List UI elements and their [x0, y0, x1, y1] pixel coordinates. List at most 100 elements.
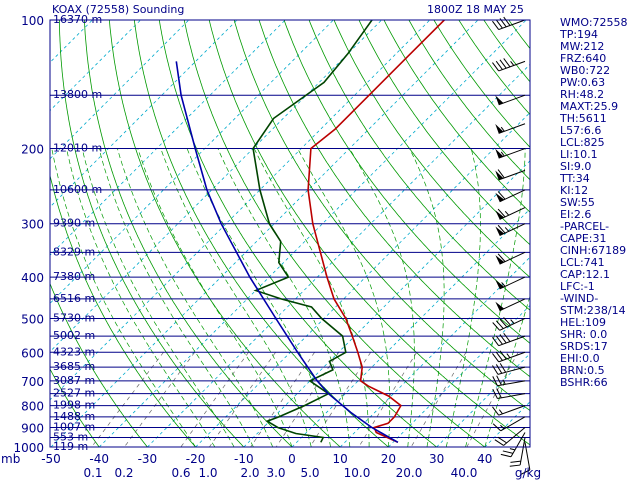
index-line: BRN:0.5 — [560, 364, 605, 377]
temperature-tick-label: 30 — [429, 452, 444, 466]
height-label: 553 m — [53, 430, 88, 443]
y-unit-label: mb — [1, 452, 20, 466]
isotherm-line — [98, 20, 527, 447]
pressure-tick-label: 200 — [21, 143, 44, 157]
index-line: SW:55 — [560, 196, 595, 209]
index-line: TP:194 — [560, 28, 599, 41]
height-label: 12010 m — [53, 142, 102, 155]
wind-barb — [492, 317, 526, 331]
wind-barb — [492, 388, 526, 400]
mixing-ratio-label: 40.0 — [451, 466, 478, 480]
wind-barb — [492, 375, 526, 387]
temperature-tick-label: -20 — [186, 452, 206, 466]
wind-barb — [492, 405, 526, 416]
pressure-tick-label: 100 — [21, 14, 44, 28]
index-line: HEL:109 — [560, 316, 607, 329]
pressure-tick-label: 800 — [21, 400, 44, 414]
isotherm-line — [50, 20, 334, 304]
wind-barb — [495, 189, 526, 203]
temperature-trace — [307, 20, 445, 444]
index-line: CAPE:31 — [560, 232, 607, 245]
index-line: MW:212 — [560, 40, 605, 53]
index-line: SI:9.0 — [560, 160, 592, 173]
height-label: 1007 m — [53, 420, 95, 433]
wind-barb — [495, 298, 526, 312]
isotherm-line — [50, 20, 479, 447]
wind-barb — [492, 363, 526, 375]
index-line: -PARCEL- — [560, 220, 610, 233]
index-line: LCL:825 — [560, 136, 605, 149]
index-line: MAXT:25.9 — [560, 100, 619, 113]
wind-barb — [495, 223, 526, 237]
isotherm-line — [50, 20, 431, 401]
wind-barb — [492, 332, 526, 347]
height-label: 9390 m — [53, 217, 95, 230]
isotherm-line — [243, 160, 530, 447]
pressure-tick-label: 900 — [21, 421, 44, 435]
wind-barb — [494, 427, 526, 446]
isotherm-line — [291, 208, 530, 447]
pressure-tick-label: 300 — [21, 218, 44, 232]
moist-adiabat-line — [253, 148, 370, 447]
height-label: 2527 m — [53, 387, 95, 400]
temperature-tick-label: -40 — [89, 452, 109, 466]
pressure-tick-label: 700 — [21, 375, 44, 389]
index-line: LCL:741 — [560, 256, 605, 269]
mixing-ratio-label: 2.0 — [240, 466, 259, 480]
wind-barb — [509, 437, 526, 467]
index-line: LI:10.1 — [560, 148, 598, 161]
wind-barb — [495, 251, 526, 265]
height-label: 1488 m — [53, 410, 95, 423]
index-line: LFC:-1 — [560, 280, 595, 293]
pressure-tick-label: 500 — [21, 312, 44, 326]
mixing-ratio-line — [358, 352, 417, 447]
height-label: 16370 m — [53, 13, 102, 26]
height-label: 3087 m — [53, 374, 95, 387]
height-label: 4323 m — [53, 345, 95, 358]
mixing-ratio-label: 10.0 — [344, 466, 371, 480]
index-line: RH:48.2 — [560, 88, 605, 101]
pressure-tick-label: 400 — [21, 271, 44, 285]
isotherm-line — [50, 20, 382, 353]
parcel-trace — [175, 61, 399, 443]
moist-adiabat-line — [160, 148, 312, 447]
index-line: STM:238/14 — [560, 304, 626, 317]
wind-barb — [495, 207, 526, 220]
wind-barb — [495, 276, 526, 290]
wind-barb — [492, 416, 526, 432]
height-label: 10600 m — [53, 183, 102, 196]
wind-barb — [495, 123, 526, 134]
height-label: 5002 m — [53, 329, 95, 342]
index-line: TH:5611 — [560, 112, 607, 125]
mixing-ratio-label: 3.0 — [266, 466, 285, 480]
wind-barb — [495, 169, 526, 181]
height-label: 119 m — [53, 440, 88, 453]
index-line: PW:0.63 — [560, 76, 606, 89]
mixing-ratio-label: 0.2 — [114, 466, 133, 480]
index-line: -WIND- — [560, 292, 599, 305]
moist-adiabat-line — [349, 148, 415, 447]
moist-adiabat-line — [409, 148, 445, 447]
index-line: WB0:722 — [560, 64, 611, 77]
isotherm-line — [195, 112, 530, 447]
height-label: 1998 m — [53, 399, 95, 412]
isotherm-line — [50, 20, 286, 256]
temperature-tick-label: 10 — [333, 452, 348, 466]
index-line: CINH:67189 — [560, 244, 627, 257]
height-label: 5730 m — [53, 311, 95, 324]
temperature-tick-label: 20 — [381, 452, 396, 466]
mixing-ratio-label: 0.6 — [171, 466, 190, 480]
dewpoint-trace — [252, 20, 373, 443]
mixing-ratio-label: 1.0 — [198, 466, 217, 480]
index-line: EHI:0.0 — [560, 352, 600, 365]
moist-adiabat-line — [117, 148, 274, 447]
index-line: WMO:72558 — [560, 16, 628, 29]
temperature-tick-label: 0 — [288, 452, 296, 466]
mixing-ratio-label: 20.0 — [396, 466, 423, 480]
index-line: TT:34 — [560, 172, 590, 185]
mixing-ratio-label: g/kg — [515, 466, 541, 480]
index-line: EI:2.6 — [560, 208, 592, 221]
isotherm-line — [147, 63, 530, 447]
temperature-tick-label: -10 — [234, 452, 254, 466]
